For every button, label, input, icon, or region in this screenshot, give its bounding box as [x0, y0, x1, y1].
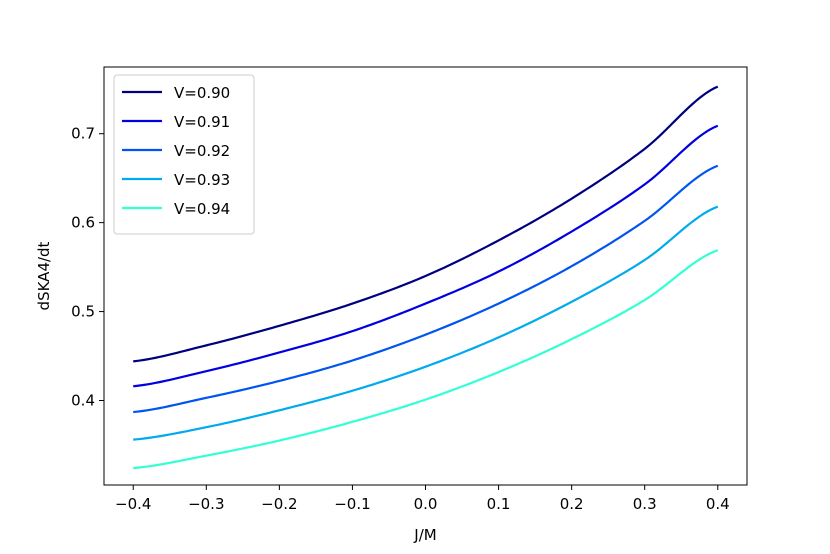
x-tick-label: −0.2 — [261, 495, 297, 513]
legend-label: V=0.91 — [174, 113, 230, 131]
y-axis-label: dSKA4/dt — [35, 241, 53, 310]
series-line-2 — [133, 124, 719, 388]
x-axis: −0.4 −0.3 −0.2 −0.1 0.0 0.1 0.2 0.3 0.4 — [115, 485, 730, 513]
series-line-5 — [133, 249, 719, 470]
x-tick-label: 0.2 — [560, 495, 584, 513]
series-line-1 — [133, 85, 719, 363]
legend-label: V=0.90 — [174, 84, 230, 102]
y-tick-label: 0.5 — [71, 303, 95, 321]
x-tick-label: −0.4 — [115, 495, 151, 513]
series-layer — [133, 85, 719, 470]
x-tick-label: −0.3 — [188, 495, 224, 513]
x-tick-label: 0.1 — [487, 495, 511, 513]
y-tick-label: 0.6 — [71, 214, 95, 232]
x-tick-label: 0.0 — [414, 495, 438, 513]
x-tick-label: −0.1 — [334, 495, 370, 513]
legend-box — [113, 74, 255, 235]
y-axis: 0.4 0.5 0.6 0.7 — [71, 125, 104, 410]
legend-label: V=0.92 — [174, 142, 230, 160]
legend: V=0.90 V=0.91 V=0.92 V=0.93 V=0.94 — [113, 74, 255, 235]
series-line-3 — [133, 164, 719, 414]
legend-label: V=0.94 — [174, 200, 230, 218]
x-tick-label: 0.4 — [706, 495, 730, 513]
y-tick-label: 0.4 — [71, 392, 95, 410]
legend-label: V=0.93 — [174, 171, 230, 189]
x-axis-label: J/M — [413, 526, 436, 544]
series-line-4 — [133, 205, 719, 441]
x-tick-label: 0.3 — [633, 495, 657, 513]
y-tick-label: 0.7 — [71, 125, 95, 143]
